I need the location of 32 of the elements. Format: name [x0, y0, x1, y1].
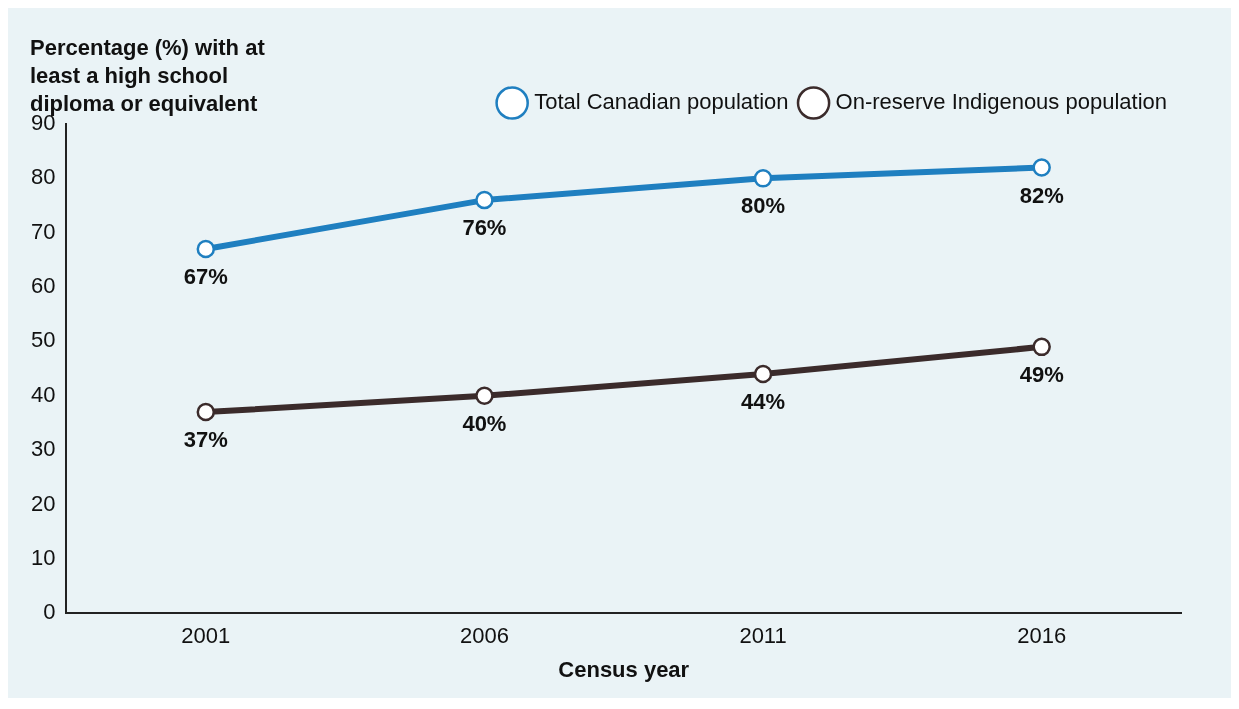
point — [753, 364, 773, 384]
y-tick-label: 20 — [30, 490, 56, 516]
point — [1032, 158, 1051, 177]
point — [196, 402, 216, 422]
data-label: 49% — [1019, 361, 1064, 387]
x-tick-label: 2006 — [459, 623, 509, 649]
data-label: 40% — [462, 410, 507, 436]
x-tick-label: 2016 — [1017, 623, 1067, 649]
point — [196, 239, 216, 259]
x-tick-label: 2001 — [181, 623, 231, 649]
y-tick-label: 0 — [43, 599, 56, 625]
y-tick-label: 70 — [30, 218, 56, 244]
point — [475, 190, 494, 210]
data-label: 37% — [183, 427, 228, 453]
y-tick-label: 40 — [30, 381, 56, 407]
data-label: 82% — [1019, 182, 1064, 208]
y-tick-label: 30 — [30, 436, 56, 462]
legend-label: Total Canadian population — [534, 89, 789, 115]
y-tick-label: 80 — [30, 164, 56, 190]
x-axis-title: Census year — [558, 656, 690, 682]
x-tick-label: 2011 — [739, 623, 787, 649]
point — [1032, 337, 1051, 357]
y-tick-label: 60 — [30, 273, 56, 299]
data-label: 76% — [462, 215, 507, 241]
data-label: 44% — [741, 389, 786, 415]
y-tick-label: 10 — [30, 544, 56, 570]
point — [475, 386, 494, 406]
y-tick-label: 50 — [30, 327, 56, 353]
data-label: 80% — [741, 193, 786, 219]
legend-label: On-reserve Indigenous population — [835, 89, 1168, 115]
data-label: 67% — [183, 264, 228, 290]
point — [753, 169, 773, 188]
